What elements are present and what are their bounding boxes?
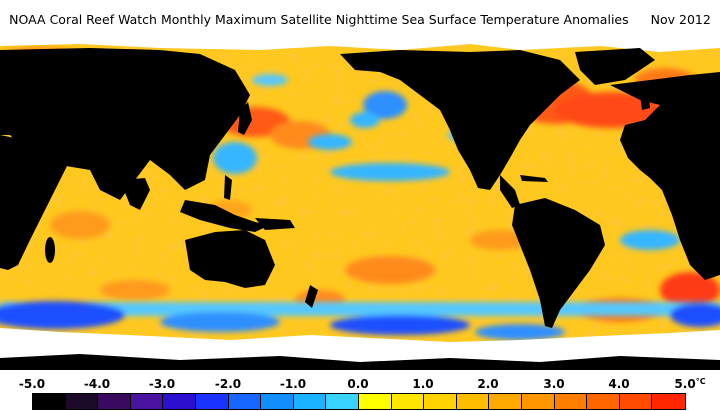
legend-tick: 0.0 <box>347 377 369 391</box>
legend-tick-max: 5.0°C <box>674 377 706 391</box>
title-text: NOAA Coral Reef Watch Monthly Maximum Sa… <box>9 12 629 27</box>
color-swatch <box>163 394 196 409</box>
madagascar-landmass <box>45 237 55 263</box>
new-zealand-landmass <box>305 285 318 308</box>
color-swatch <box>33 394 66 409</box>
legend-tick: 4.0 <box>608 377 630 391</box>
sea-ice <box>0 40 720 370</box>
australia-landmass <box>185 230 275 288</box>
land <box>0 48 720 370</box>
color-scale-legend: -5.0 -4.0 -3.0 -2.0 -1.0 0.0 1.0 2.0 3.0… <box>0 374 720 411</box>
legend-tick: -4.0 <box>83 377 111 391</box>
color-swatch <box>195 394 229 409</box>
legend-tick: -3.0 <box>148 377 176 391</box>
color-swatch <box>261 394 294 409</box>
color-swatch <box>619 394 653 409</box>
legend-tick: 3.0 <box>543 377 565 391</box>
color-swatch <box>391 394 425 409</box>
map-title: NOAA Coral Reef Watch Monthly Maximum Sa… <box>0 0 720 40</box>
legend-tick: 1.0 <box>412 377 434 391</box>
india-landmass <box>120 178 150 210</box>
legend-tick: -1.0 <box>279 377 307 391</box>
north-america-landmass <box>340 50 580 190</box>
antarctica-landmass <box>0 354 720 370</box>
south-america-landmass <box>512 198 605 328</box>
legend-unit: °C <box>695 377 706 386</box>
sst-anomaly-map <box>0 40 720 370</box>
indonesia-landmass <box>180 200 270 232</box>
color-swatch <box>554 394 588 409</box>
color-swatch <box>326 394 359 409</box>
title-date: Nov 2012 <box>650 12 711 27</box>
color-bar <box>32 393 686 410</box>
africa-landmass <box>0 135 70 270</box>
color-swatch <box>130 394 164 409</box>
color-swatch <box>456 394 490 409</box>
color-swatch <box>424 394 457 409</box>
legend-tick: -5.0 <box>18 377 46 391</box>
color-swatch <box>358 394 392 409</box>
greenland-landmass <box>575 48 655 85</box>
europe-africa-east-landmass <box>610 72 720 280</box>
color-swatch <box>521 394 555 409</box>
legend-tick: -2.0 <box>214 377 242 391</box>
color-swatch <box>652 394 685 409</box>
color-swatch <box>65 394 99 409</box>
color-swatch <box>293 394 327 409</box>
legend-tick: 2.0 <box>477 377 499 391</box>
color-swatch <box>228 394 262 409</box>
japan-landmass <box>238 102 252 135</box>
color-swatch <box>489 394 522 409</box>
color-swatch <box>587 394 620 409</box>
color-swatch <box>98 394 131 409</box>
